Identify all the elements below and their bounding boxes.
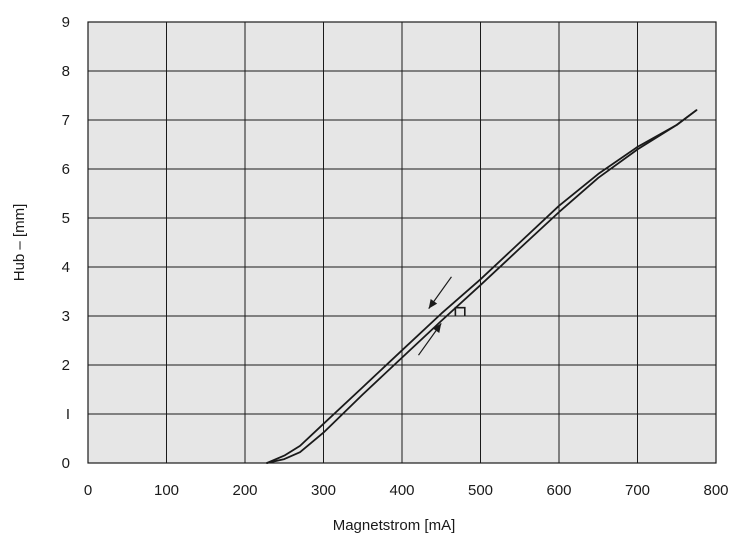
arrow-head: [428, 299, 438, 309]
y-axis-label: Hub – [mm]: [11, 204, 28, 282]
x-tick-label: 0: [84, 482, 92, 499]
y-tick-label: 9: [62, 14, 70, 31]
hysteresis-bracket: [454, 306, 466, 316]
y-tick-label: 3: [62, 308, 70, 325]
annotations: [417, 276, 466, 356]
y-tick-label: 8: [62, 63, 70, 80]
x-tick-label: 600: [546, 482, 571, 499]
y-tick-label: 2: [62, 357, 70, 374]
y-tick-label: 5: [62, 210, 70, 227]
y-axis-ticks: 0 I 2 3 4 5 6 7 8 9: [62, 14, 70, 472]
x-tick-label: 500: [468, 482, 493, 499]
x-tick-label: 700: [625, 482, 650, 499]
x-tick-label: 300: [311, 482, 336, 499]
y-tick-label: 7: [62, 112, 70, 129]
x-tick-label: 100: [154, 482, 179, 499]
y-tick-label: I: [66, 406, 70, 423]
x-tick-label: 200: [232, 482, 257, 499]
x-axis-label: Magnetstrom [mA]: [333, 517, 456, 534]
x-axis-ticks: 0 100 200 300 400 500 600 700 800: [84, 482, 729, 499]
arrow-head: [432, 323, 442, 333]
y-tick-label: 6: [62, 161, 70, 178]
y-tick-label: 0: [62, 455, 70, 472]
hysteresis-curve-line: [266, 109, 698, 464]
series-group: [266, 109, 698, 464]
x-tick-label: 400: [389, 482, 414, 499]
y-tick-label: 4: [62, 259, 70, 276]
grid: [88, 22, 716, 463]
hysteresis-curve-line: [266, 109, 698, 464]
x-tick-label: 800: [703, 482, 728, 499]
